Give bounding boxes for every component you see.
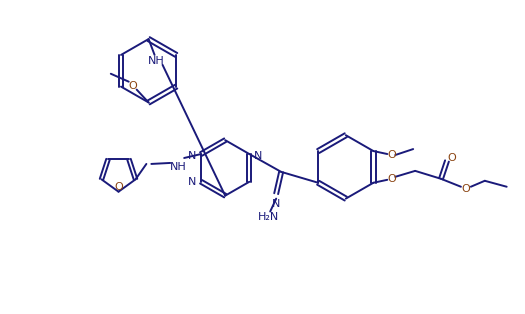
- Text: NH: NH: [148, 56, 165, 66]
- Text: O: O: [114, 182, 123, 192]
- Text: N: N: [272, 198, 280, 208]
- Text: O: O: [448, 153, 456, 163]
- Text: O: O: [128, 81, 137, 91]
- Text: O: O: [387, 174, 396, 184]
- Text: N: N: [188, 177, 196, 187]
- Text: N: N: [254, 151, 262, 161]
- Text: H₂N: H₂N: [258, 213, 279, 222]
- Text: O: O: [461, 184, 470, 194]
- Text: O: O: [387, 150, 396, 160]
- Text: N: N: [188, 151, 196, 161]
- Text: NH: NH: [170, 162, 186, 172]
